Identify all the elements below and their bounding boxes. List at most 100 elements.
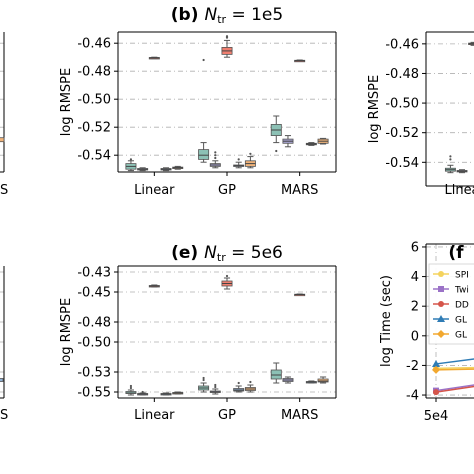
outlier-point	[225, 35, 229, 38]
box-e-0-4	[172, 391, 184, 395]
y-axis-label: log RMSPE	[367, 75, 382, 144]
x-tick-label: Linear	[134, 408, 175, 423]
y-tick-label: -0.52	[77, 121, 111, 136]
y-tick-label: -0.46	[77, 37, 111, 52]
y-tick-label: -0.45	[77, 286, 111, 301]
x-tick-label: GP	[218, 183, 236, 198]
box-b-1-0	[198, 58, 210, 163]
outlier-point	[237, 381, 240, 385]
box-body	[198, 149, 210, 160]
x-tick-label: Linea	[444, 183, 474, 198]
title-value: = 1e5	[226, 5, 283, 25]
series-line	[435, 385, 474, 393]
box-e-0-2	[148, 284, 160, 288]
x-tick-label: GP	[218, 408, 236, 423]
y-tick-label: -0.48	[77, 65, 111, 80]
box-b-0-0	[125, 158, 137, 172]
marker	[432, 365, 440, 374]
title-n: N	[204, 243, 217, 263]
y-tick-label: 2	[411, 300, 419, 315]
title-value: = 5e6	[226, 243, 283, 263]
box-b-1-3	[233, 158, 245, 169]
x-tick-label: S	[0, 408, 8, 423]
box-b-0-4	[172, 165, 184, 170]
y-axis-label: log RMSPE	[59, 68, 74, 137]
legend-box	[428, 263, 474, 345]
series-line	[435, 358, 474, 365]
box-e-2-2	[294, 293, 306, 297]
y-tick-label: -4	[406, 389, 419, 404]
box-e-1-1	[209, 383, 221, 395]
series-line	[435, 366, 474, 370]
outlier-point	[214, 151, 217, 154]
title-subscript: tr	[217, 251, 226, 264]
panel-d-partial: S	[0, 266, 8, 423]
y-axis-label: log Time (sec)	[379, 275, 394, 367]
y-tick-label: 0	[411, 329, 419, 344]
x-tick-label: MARS	[281, 408, 318, 423]
panel-f-partial: -4 -2 0 2 4 6 5e4 SPI Twi DD GL GL log Time (sec) (f	[379, 240, 474, 424]
outlier-point	[214, 383, 217, 387]
legend-label: SPI	[455, 271, 469, 281]
outlier-point	[141, 390, 144, 394]
outlier-point	[214, 156, 217, 160]
y-tick-label: -0.55	[77, 386, 111, 401]
y-tick-label: -0.54	[77, 149, 111, 164]
y-tick-label: 6	[411, 240, 419, 255]
box-c-partial-0-2	[468, 41, 474, 46]
y-tick-label: -0.54	[385, 156, 419, 171]
legend-label: DD	[455, 301, 469, 311]
outlier-point	[129, 384, 133, 388]
panel-c-partial: -0.54-0.52-0.50-0.48-0.46Linealog RMSPE(…	[367, 31, 474, 198]
outlier-point	[249, 380, 252, 384]
box-b-0-2	[148, 56, 160, 60]
box-e-0-3	[160, 392, 172, 396]
title-subscript: tr	[217, 13, 226, 26]
y-tick-label: -2	[406, 359, 419, 374]
marker	[437, 315, 445, 322]
box-b-1-1	[209, 151, 221, 169]
outlier-point	[202, 58, 205, 62]
y-tick-label: -0.46	[385, 37, 419, 52]
y-tick-label: 4	[411, 270, 419, 285]
box-e-2-4	[317, 376, 329, 384]
series-line	[435, 384, 474, 392]
box-b-2-1	[282, 135, 294, 148]
outlier-point	[129, 386, 133, 390]
x-tick-label: 5e4	[424, 409, 449, 424]
marker	[437, 330, 445, 338]
y-tick-label: -0.50	[77, 93, 111, 108]
box-e-1-3	[233, 381, 245, 393]
box-b-2-0	[270, 115, 282, 153]
panel-title: (b) Ntr = 1e5	[171, 5, 283, 26]
outlier-point	[449, 158, 452, 161]
box-e-0-1	[137, 390, 149, 396]
y-axis-label: log RMSPE	[59, 298, 74, 367]
title-n: N	[205, 5, 218, 25]
outlier-point	[249, 152, 252, 155]
y-tick-label: -0.50	[77, 336, 111, 351]
legend-label: Twi	[454, 286, 469, 296]
legend: SPI Twi DD GL GL	[428, 263, 474, 345]
legend-label: GL	[455, 316, 467, 326]
marker	[438, 301, 444, 307]
box-c-partial-0-0	[444, 155, 456, 174]
box-e-2-0	[270, 362, 282, 384]
box-b-1-4	[244, 152, 256, 169]
marker	[432, 359, 440, 367]
outlier-point	[275, 149, 278, 153]
box-c-partial-0-1	[456, 169, 468, 174]
outlier-point	[129, 158, 133, 161]
marker	[433, 389, 439, 396]
marker	[438, 286, 444, 292]
x-tick-label: Linear	[134, 183, 175, 198]
panel-title: (f	[448, 243, 464, 263]
panel-e: -0.55 -0.53 -0.50 -0.48 -0.45 -0.43 Linear GP MA…	[59, 243, 337, 423]
box-body	[0, 378, 4, 382]
panel-letter: (e)	[171, 243, 198, 263]
outlier-point	[225, 274, 229, 278]
y-tick-label: -0.43	[77, 266, 111, 281]
series-line	[435, 368, 474, 371]
y-tick-label: -0.52	[385, 126, 419, 141]
